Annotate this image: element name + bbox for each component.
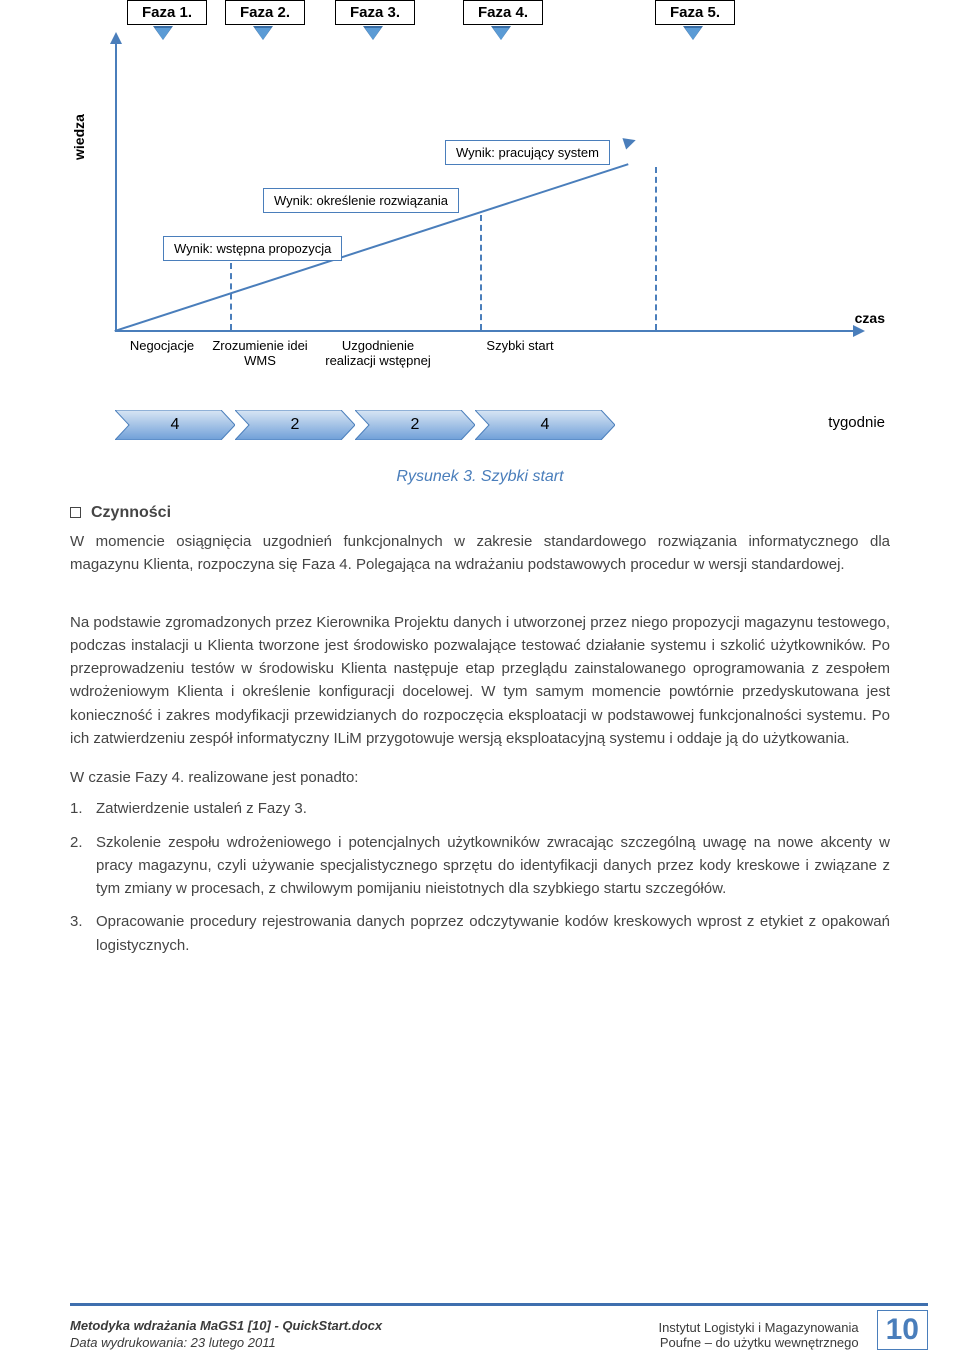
x-tick-label: Negocjacje — [107, 338, 217, 353]
footer-docname: Metodyka wdrażania MaGS1 [10] - QuickSta… — [70, 1318, 382, 1333]
duration-chevron: 4 — [475, 410, 615, 440]
paragraph-2: Na podstawie zgromadzonych przez Kierown… — [70, 611, 890, 751]
page-footer: Metodyka wdrażania MaGS1 [10] - QuickSta… — [70, 1303, 928, 1350]
phase-box: Faza 5. — [655, 0, 735, 25]
numbered-list: 1.Zatwierdzenie ustaleń z Fazy 3. 2.Szkol… — [70, 797, 890, 957]
x-axis-label: czas — [855, 310, 885, 326]
result-box: Wynik: pracujący system — [445, 140, 610, 165]
y-axis-label: wiedza — [71, 114, 87, 160]
phase-box: Faza 1. — [127, 0, 207, 25]
footer-date: Data wydrukowania: 23 lutego 2011 — [70, 1335, 382, 1350]
duration-chevron: 4 — [115, 410, 235, 440]
duration-chevron: 2 — [235, 410, 355, 440]
footer-confidential: Poufne – do użytku wewnętrznego — [658, 1335, 858, 1350]
paragraph-1: W momencie osiągnięcia uzgodnień funkcjo… — [70, 530, 890, 577]
paragraph-3: W czasie Fazy 4. realizowane jest ponadt… — [70, 766, 890, 789]
figure-caption: Rysunek 3. Szybki start — [70, 468, 890, 486]
list-item: 2.Szkolenie zespołu wdrożeniowego i pote… — [70, 831, 890, 901]
bullet-square-icon — [70, 507, 81, 518]
footer-org: Instytut Logistyki i Magazynowania — [658, 1320, 858, 1335]
quickstart-diagram: Faza 1. Faza 2. Faza 3. Faza 4. Faza 5. wied… — [65, 0, 885, 460]
phase-box: Faza 2. — [225, 0, 305, 25]
weeks-label: tygodnie — [828, 414, 885, 431]
result-box: Wynik: określenie rozwiązania — [263, 188, 459, 213]
list-item: 1.Zatwierdzenie ustaleń z Fazy 3. — [70, 797, 890, 820]
x-tick-label: Szybki start — [465, 338, 575, 353]
x-tick-label: Zrozumienie idei WMS — [205, 338, 315, 368]
phase-box: Faza 4. — [463, 0, 543, 25]
phase-box: Faza 3. — [335, 0, 415, 25]
list-item: 3.Opracowanie procedury rejestrowania da… — [70, 910, 890, 957]
x-tick-label: Uzgodnienie realizacji wstępnej — [323, 338, 433, 368]
section-heading: Czynności — [70, 504, 890, 522]
result-box: Wynik: wstępna propozycja — [163, 236, 342, 261]
page-number: 10 — [877, 1310, 928, 1350]
duration-chevron: 2 — [355, 410, 475, 440]
